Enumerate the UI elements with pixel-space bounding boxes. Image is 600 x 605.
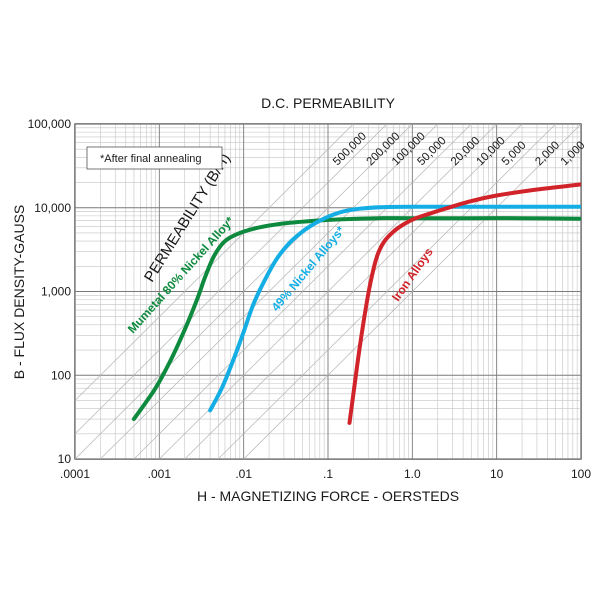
x-tick-labels: .0001 .001 .01 .1 1.0 10 100 xyxy=(60,467,591,481)
x-axis-title: H - MAGNETIZING FORCE - OERSTEDS xyxy=(197,488,459,504)
permeability-line xyxy=(133,124,472,459)
x-tick-label: 1.0 xyxy=(404,467,421,481)
permeability-line xyxy=(75,124,354,401)
chart-title: D.C. PERMEABILITY xyxy=(261,95,395,111)
annotation-text: *After final annealing xyxy=(100,153,202,165)
permeability-line xyxy=(99,124,439,459)
x-tick-label: .1 xyxy=(323,467,333,481)
annotation-box: *After final annealing xyxy=(86,146,223,170)
y-tick-label: 100,000 xyxy=(28,117,72,131)
permeability-line xyxy=(75,124,388,435)
y-tick-labels: 10 100 1,000 10,000 100,000 xyxy=(28,117,72,466)
x-tick-label: 100 xyxy=(571,467,591,481)
permeability-line xyxy=(158,124,498,459)
y-tick-label: 1,000 xyxy=(41,285,71,299)
permeability-line xyxy=(217,124,557,459)
x-tick-label: .01 xyxy=(235,467,252,481)
y-tick-label: 10,000 xyxy=(34,201,71,215)
y-axis-title: B - FLUX DENSITY-GAUSS xyxy=(11,205,27,380)
series-line-49-nickel xyxy=(208,204,581,413)
permeability-line xyxy=(75,124,413,459)
x-tick-label: 10 xyxy=(490,467,504,481)
x-tick-label: .0001 xyxy=(60,467,90,481)
series-line-iron xyxy=(347,182,581,425)
y-tick-label: 100 xyxy=(51,368,71,382)
permeability-line xyxy=(184,124,523,459)
annotation-frame xyxy=(86,146,223,170)
x-tick-label: .001 xyxy=(148,467,172,481)
series-label-49-nickel: 49% Nickel Alloys* xyxy=(269,223,348,314)
y-tick-label: 10 xyxy=(58,452,72,466)
series-layer xyxy=(131,182,581,425)
